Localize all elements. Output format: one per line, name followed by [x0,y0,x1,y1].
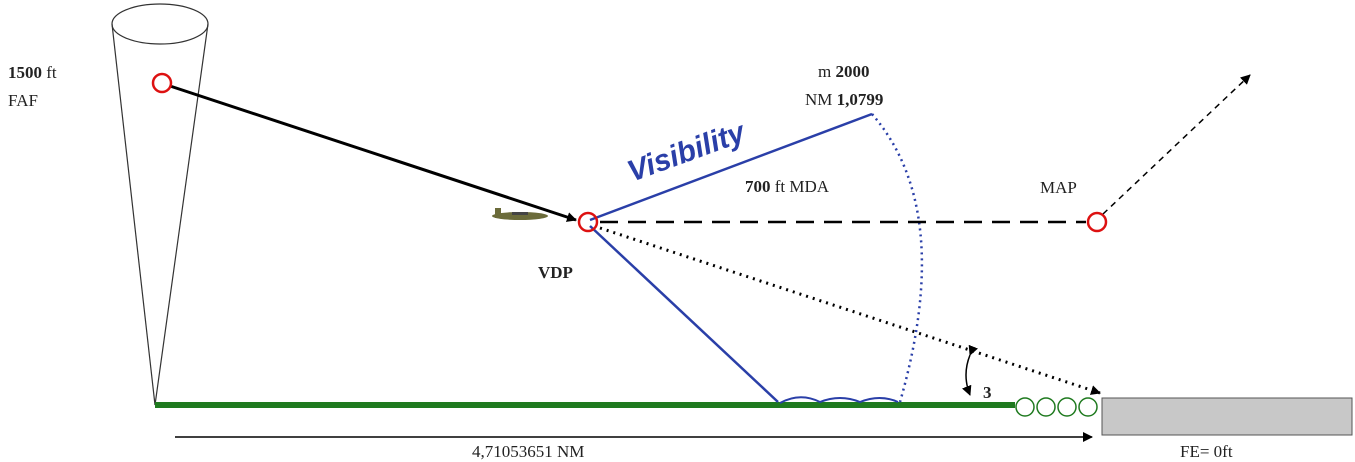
runway [1101,397,1353,436]
visibility-nm: NM 1,0799 [805,90,883,109]
fix-markers [151,72,1108,233]
field-elevation-label: FE= 0ft [1180,442,1233,461]
faf-cone [111,3,209,406]
faf-altitude: 1500 ft [8,63,57,82]
airplane-icon [492,208,548,220]
angle-arrow [962,344,978,396]
nm-unit: NM [805,90,832,109]
faf-altitude-value: 1500 [8,63,42,82]
angle-label: 3 [983,383,992,402]
distance-label: 4,71053651 NM [472,442,584,461]
visibility-ground-wave [779,396,899,404]
faf-label: FAF [8,91,38,110]
nm-value: 1,0799 [837,90,884,109]
visibility-meters: m 2000 [818,62,869,81]
visibility-line-upper [589,112,873,222]
missed-approach-path [1102,74,1251,215]
approach-lights [1015,397,1098,417]
map-label: MAP [1040,178,1077,197]
faf-altitude-unit: ft [46,63,57,82]
visibility-arc [871,113,924,403]
mda-value: 700 [745,177,771,196]
descent-path [169,84,577,222]
glide-path [599,226,1101,395]
mda-label: 700 ft MDA [745,177,830,196]
visibility-label: Visibility [623,115,750,188]
meters-unit: m [818,62,831,81]
meters-value: 2000 [835,62,869,81]
visibility-line-lower [589,225,779,403]
mda-unit: ft MDA [775,177,830,196]
vdp-label: VDP [538,263,573,282]
